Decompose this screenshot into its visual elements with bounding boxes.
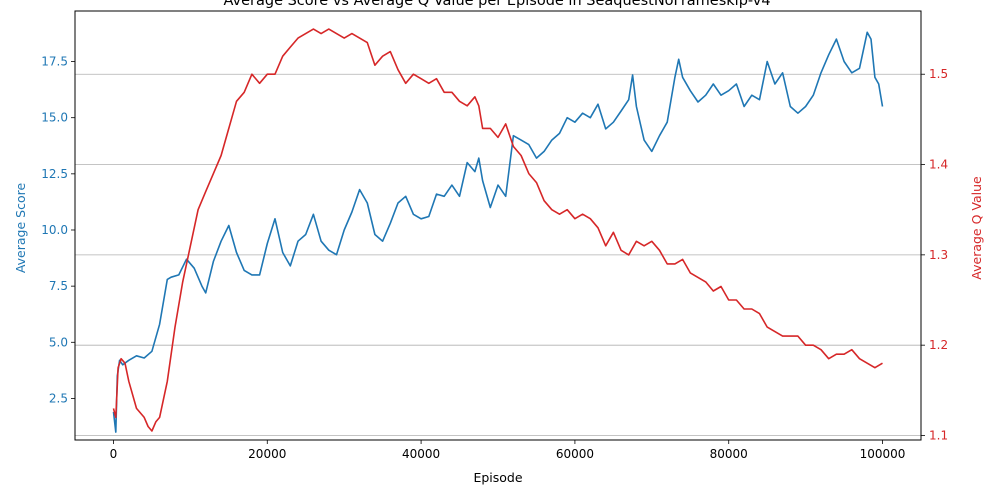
y-left-axis-title: Average Score [13, 183, 28, 274]
y-right-tick-label-2: 1.3 [929, 248, 948, 262]
x-tick-label-2: 40000 [402, 447, 440, 461]
plot-series [112, 28, 884, 433]
y-left-tick-label-1: 5.0 [49, 335, 68, 349]
y-left-tick-label-2: 7.5 [49, 279, 68, 293]
y-left-tick-label-3: 10.0 [41, 223, 68, 237]
y-right-tick-label-0: 1.1 [929, 428, 948, 442]
y-left-axis-ticks: 2.5 5.0 7.5 10.0 12.5 15.0 17.5 [41, 55, 75, 405]
x-tick-label-3: 60000 [556, 447, 594, 461]
x-tick-label-0: 0 [110, 447, 118, 461]
y-right-tick-label-1: 1.2 [929, 338, 948, 352]
average-q-value-line [112, 28, 883, 432]
y-right-tick-label-3: 1.4 [929, 158, 948, 172]
plot-frame [74, 10, 922, 441]
x-axis-ticks: 0 20000 40000 60000 80000 100000 [110, 440, 906, 461]
y-left-tick-label-5: 15.0 [41, 111, 68, 125]
grid-lines [75, 73, 921, 436]
x-tick-label-5: 100000 [860, 447, 906, 461]
y-right-axis-ticks: 1.1 1.2 1.3 1.4 1.5 [921, 67, 948, 442]
chart-title: Average Score vs Average Q Value per Epi… [223, 0, 770, 9]
x-tick-label-1: 20000 [248, 447, 286, 461]
y-left-tick-label-4: 12.5 [41, 167, 68, 181]
y-left-tick-label-0: 2.5 [49, 391, 68, 405]
x-axis-title: Episode [473, 470, 522, 485]
x-tick-label-4: 80000 [710, 447, 748, 461]
y-right-tick-label-4: 1.5 [929, 67, 948, 81]
y-right-axis-title: Average Q Value [969, 176, 984, 280]
average-score-line [112, 31, 884, 433]
y-left-tick-label-6: 17.5 [41, 55, 68, 69]
